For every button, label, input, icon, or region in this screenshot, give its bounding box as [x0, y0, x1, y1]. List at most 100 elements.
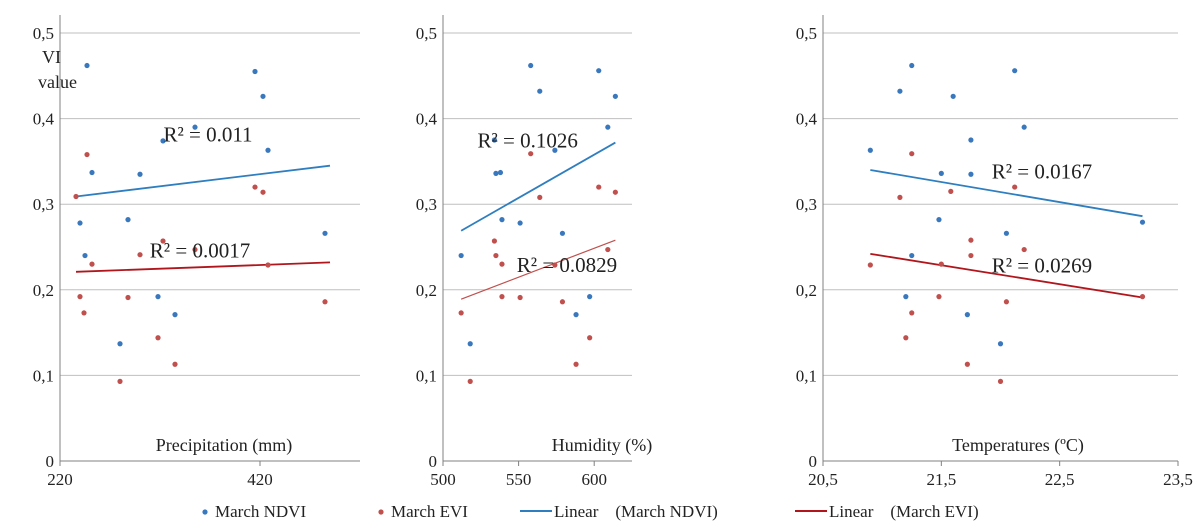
point-evi [903, 335, 909, 341]
r-squared-label: R² = 0.0017 [150, 238, 250, 262]
point-evi [499, 294, 505, 300]
y-tick-label: 0,1 [33, 366, 54, 385]
point-evi [968, 237, 974, 243]
point-evi [559, 299, 566, 305]
charts-layer: 0 0,1 0,2 0,3 0,4 0,5 220 420 Precipitation (mm)… [33, 15, 1193, 489]
point-evi [322, 299, 328, 305]
legend-label: March NDVI [215, 502, 306, 521]
point-evi [552, 262, 558, 268]
point-evi [596, 184, 602, 190]
point-evi [84, 151, 90, 158]
y-tick-label: 0,4 [416, 110, 438, 129]
point-evi [172, 361, 178, 367]
point-evi [528, 151, 534, 157]
x-tick-label: 220 [47, 470, 73, 489]
point-ndvi [1003, 230, 1010, 236]
point-ndvi [493, 170, 499, 176]
point-ndvi [155, 294, 161, 300]
point-evi [160, 238, 166, 244]
point-ndvi [1012, 68, 1018, 74]
point-evi [936, 294, 942, 300]
point-evi [265, 262, 271, 268]
chart-panel-1: 0 0,1 0,2 0,3 0,4 0,5 220 420 Precipitation (mm)… [33, 15, 360, 489]
point-evi [1021, 246, 1027, 253]
point-evi [125, 294, 131, 301]
point-evi [997, 378, 1004, 384]
y-tick-label: 0,2 [416, 281, 437, 300]
legend-label: March EVI [391, 502, 468, 521]
point-evi [499, 261, 505, 267]
point-evi [73, 193, 79, 200]
point-ndvi [89, 169, 95, 176]
point-ndvi [1021, 124, 1027, 130]
x-tick-label: 420 [247, 470, 273, 489]
y-tick-label: 0,3 [416, 195, 437, 214]
point-ndvi [260, 93, 266, 99]
x-axis-title: Precipitation (mm) [156, 435, 292, 456]
point-ndvi [552, 147, 558, 153]
point-ndvi [82, 252, 88, 259]
point-ndvi [252, 68, 258, 75]
y-tick-label: 0,3 [33, 195, 54, 214]
y-tick-label: 0,3 [796, 195, 817, 214]
point-evi [260, 189, 266, 195]
point-ndvi [936, 217, 942, 223]
chart-panel-3: 0 0,1 0,2 0,3 0,4 0,5 20,5 21,5 22,5 23,5 Temperat… [796, 15, 1193, 489]
y-tick-label: 0,4 [796, 110, 818, 129]
trendline-ndvi [75, 164, 331, 198]
point-evi [467, 378, 473, 384]
point-ndvi [897, 88, 903, 94]
x-axis-title: Humidity (%) [552, 435, 653, 456]
point-evi [948, 188, 954, 194]
r-squared-label: R² = 0.0269 [992, 254, 1092, 278]
point-ndvi [612, 93, 618, 99]
point-ndvi [491, 137, 498, 143]
point-ndvi [125, 217, 131, 223]
legend: March NDVI March EVI Linear (March NDVI) Li… [202, 502, 979, 521]
point-ndvi [968, 137, 974, 143]
x-axis-title: Temperatures (ºC) [952, 435, 1084, 456]
y-tick-label: 0,1 [416, 366, 437, 385]
point-ndvi [265, 147, 271, 153]
y-tick-label: 0 [429, 452, 438, 471]
legend-label: Linear (March EVI) [829, 502, 979, 521]
point-evi [605, 246, 611, 253]
y-tick-label: 0 [46, 452, 55, 471]
y-tick-label: 0,4 [33, 110, 55, 129]
trendline-evi [460, 239, 616, 300]
y-tick-label: 0,2 [33, 281, 54, 300]
point-evi [612, 189, 618, 195]
point-evi [938, 261, 944, 267]
trendline-ndvi [460, 141, 616, 232]
chart-panel-2: 0 0,1 0,2 0,3 0,4 0,5 500 550 600 Humidity (%) R² … [416, 15, 653, 489]
point-ndvi [528, 62, 534, 69]
r-squared-label: R² = 0.0829 [517, 253, 617, 277]
point-ndvi [517, 220, 523, 226]
x-tick-label: 21,5 [926, 470, 956, 489]
point-ndvi [559, 230, 566, 236]
point-evi [77, 294, 83, 300]
point-evi [89, 261, 95, 267]
point-evi [155, 335, 161, 341]
point-ndvi [867, 147, 873, 153]
x-tick-label: 500 [430, 470, 456, 489]
legend-marker-ndvi [202, 509, 208, 515]
point-evi [493, 252, 499, 259]
point-ndvi [950, 93, 956, 99]
point-ndvi [172, 312, 178, 318]
point-evi [81, 310, 87, 316]
point-evi [964, 361, 970, 367]
point-ndvi [499, 217, 505, 223]
x-tick-label: 23,5 [1163, 470, 1193, 489]
point-ndvi [117, 341, 123, 347]
point-ndvi [537, 88, 543, 94]
trendline-evi [75, 261, 331, 273]
point-evi [517, 294, 523, 301]
point-evi [573, 361, 579, 367]
point-evi [458, 310, 464, 316]
legend-marker-evi [378, 509, 384, 515]
point-ndvi [909, 62, 915, 69]
point-ndvi [596, 68, 602, 74]
